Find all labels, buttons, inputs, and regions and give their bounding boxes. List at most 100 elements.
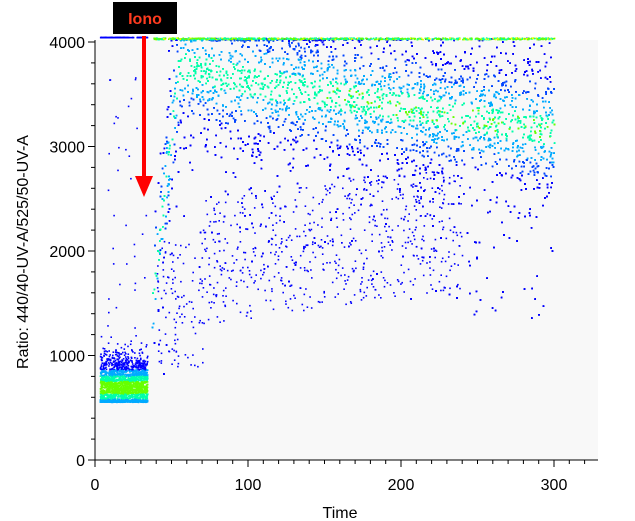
density-dot	[126, 388, 128, 390]
density-dot	[129, 369, 132, 372]
density-dot	[123, 354, 126, 356]
density-dot	[146, 360, 149, 363]
density-dot	[111, 378, 113, 380]
density-dot	[120, 371, 122, 374]
density-dot	[134, 78, 137, 81]
density-dot	[106, 382, 109, 385]
density-dot	[131, 389, 134, 392]
density-dot	[109, 368, 111, 371]
density-dot	[119, 377, 122, 379]
density-dot	[120, 399, 122, 401]
density-dot	[132, 368, 134, 371]
density-dot	[128, 394, 130, 396]
density-dot	[102, 389, 104, 391]
density-dot	[103, 348, 106, 350]
density-dot	[135, 389, 137, 392]
density-dot	[120, 381, 123, 384]
density-dot	[114, 393, 117, 395]
density-dot	[134, 398, 136, 400]
density-dot	[122, 396, 124, 398]
density-dot	[131, 363, 134, 365]
density-dot	[118, 360, 120, 363]
density-dot	[117, 379, 119, 381]
density-dot	[131, 376, 133, 378]
density-dot	[134, 363, 137, 365]
density-dot	[135, 395, 137, 398]
density-dot	[110, 386, 113, 388]
density-dot	[99, 395, 102, 398]
density-dot	[131, 361, 133, 364]
density-dot	[135, 371, 138, 373]
density-dot	[112, 351, 115, 353]
density-dot	[103, 398, 106, 400]
density-dot	[133, 374, 135, 377]
density-dot	[123, 391, 126, 393]
density-dot	[133, 393, 136, 396]
density-dot	[125, 365, 128, 368]
density-dot	[107, 359, 109, 361]
density-dot	[115, 380, 118, 382]
density-dot	[112, 363, 114, 366]
density-dot	[111, 388, 114, 390]
density-dot	[126, 358, 129, 361]
density-dot	[131, 384, 133, 387]
density-dot	[126, 370, 129, 372]
density-dot	[134, 369, 137, 371]
density-dot	[136, 127, 138, 130]
density-dot	[102, 375, 105, 377]
density-dot	[106, 363, 108, 366]
density-dot	[112, 354, 114, 357]
density-dot	[144, 389, 146, 391]
density-dot	[133, 373, 136, 376]
density-dot	[121, 367, 123, 369]
density-dot	[110, 401, 113, 404]
density-dot	[111, 394, 113, 397]
density-dot	[142, 391, 145, 393]
density-dot	[123, 363, 126, 365]
density-dot	[113, 378, 115, 381]
density-dot	[127, 385, 130, 388]
density-dot	[146, 395, 149, 397]
density-dot	[131, 370, 134, 373]
density-dot	[144, 366, 146, 369]
density-dot	[112, 398, 115, 401]
density-dot	[121, 361, 123, 364]
density-dot	[139, 378, 142, 380]
density-dot	[117, 392, 119, 395]
density-dot	[102, 347, 104, 350]
density-dot	[103, 350, 106, 353]
density-dot	[131, 366, 133, 369]
density-dot	[126, 397, 128, 399]
density-dot	[135, 374, 137, 377]
density-dot	[142, 369, 145, 371]
density-dot	[108, 372, 110, 375]
density-dot	[127, 357, 130, 360]
density-dot	[122, 371, 125, 374]
density-dot	[120, 366, 122, 368]
density-dot	[116, 371, 119, 373]
density-dot	[107, 385, 109, 388]
density-dot	[108, 376, 111, 379]
density-dot	[121, 372, 124, 374]
density-dot	[126, 381, 129, 384]
density-dot	[117, 117, 119, 119]
density-dot	[135, 381, 137, 383]
density-dot	[133, 243, 136, 246]
density-dot	[105, 36, 107, 39]
density-dot	[127, 400, 130, 403]
density-dot	[129, 368, 131, 371]
density-dot	[122, 378, 125, 381]
density-dot	[131, 392, 133, 394]
density-dot	[121, 383, 124, 386]
density-dot	[143, 377, 146, 380]
density-dot	[113, 214, 115, 217]
density-dot	[132, 366, 135, 369]
density-dot	[128, 36, 131, 39]
density-dot	[120, 396, 122, 399]
density-dot	[127, 374, 130, 377]
density-dot	[110, 376, 113, 379]
density-dot	[137, 369, 139, 371]
density-dot	[108, 383, 110, 385]
density-dot	[143, 376, 145, 379]
density-dot	[108, 298, 110, 300]
